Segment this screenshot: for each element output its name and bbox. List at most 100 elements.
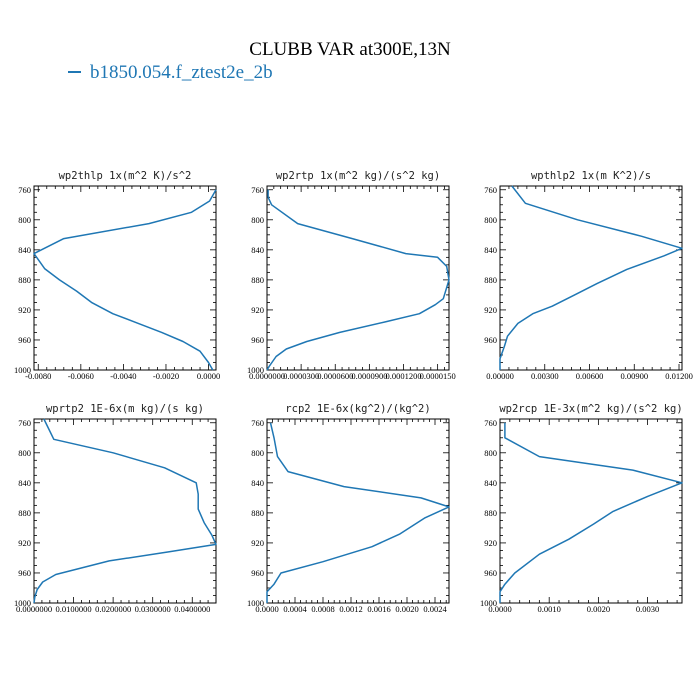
plot-frame <box>266 185 450 371</box>
y-tick-label: 960 <box>18 335 31 345</box>
y-tick-label: 800 <box>484 448 497 458</box>
y-tick-label: 920 <box>251 538 264 548</box>
series-line <box>266 189 450 371</box>
x-tick-label: 0.0024 <box>423 604 447 614</box>
y-tick-label: 1000 <box>247 365 264 375</box>
y-tick-label: 920 <box>18 305 31 315</box>
y-tick-label: 840 <box>484 478 497 488</box>
plot-frame <box>33 185 217 371</box>
y-tick-label: 1000 <box>247 598 264 608</box>
x-tick-label: 0.0000 <box>488 604 511 614</box>
y-tick-label: 760 <box>484 185 497 195</box>
panel-title: wprtp2 1E-6x(m kg)/(s kg) <box>46 403 204 415</box>
legend: b1850.054.f_ztest2e_2b <box>68 62 273 83</box>
panel-title: wpthlp2 1x(m K^2)/s <box>531 170 651 182</box>
y-tick-label: 880 <box>484 508 497 518</box>
plot-frame <box>499 185 683 371</box>
x-tick-label: 0.00300 <box>531 371 559 381</box>
y-tick-label: 800 <box>18 215 31 225</box>
y-tick-label: 1000 <box>14 598 31 608</box>
x-tick-label: 0.0000300 <box>283 371 319 381</box>
x-tick-label: 0.0300000 <box>135 604 171 614</box>
x-tick-label: 0.0200000 <box>95 604 131 614</box>
y-tick-label: 840 <box>251 245 264 255</box>
x-tick-label: 0.0010 <box>538 604 561 614</box>
chart-panel: wpthlp2 1x(m K^2)/s 760 800 840 880 920 960 0.0… <box>484 170 693 381</box>
x-tick-label: 0.0020 <box>587 604 610 614</box>
x-tick-label: 0.0000600 <box>317 371 353 381</box>
y-tick-label: 840 <box>484 245 497 255</box>
y-tick-label: 760 <box>251 185 264 195</box>
chart-panel: wp2thlp 1x(m^2 K)/s^2 760 800 840 880 920 960 1… <box>14 170 220 381</box>
x-tick-label: -0.0060 <box>68 371 94 381</box>
series-line <box>499 422 683 603</box>
x-tick-label: 0.0008 <box>311 604 334 614</box>
panel-title: wp2thlp 1x(m^2 K)/s^2 <box>59 170 192 182</box>
y-tick-label: 800 <box>18 448 31 458</box>
x-tick-label: 0.0012 <box>339 604 362 614</box>
y-tick-label: 960 <box>251 335 264 345</box>
chart-panel: wp2rcp 1E-3x(m^2 kg)/(s^2 kg)760 800 840 88… <box>480 403 683 614</box>
x-tick-label: 0.00000 <box>486 371 514 381</box>
y-tick-label: 960 <box>484 568 497 578</box>
x-tick-label: 0.0000 <box>197 371 220 381</box>
y-tick-label: 760 <box>18 418 31 428</box>
y-tick-label: 880 <box>251 508 264 518</box>
y-tick-label: 880 <box>18 275 31 285</box>
y-tick-label: 840 <box>251 478 264 488</box>
x-tick-label: 0.0400000 <box>174 604 210 614</box>
series-line <box>33 418 217 604</box>
y-tick-label: 840 <box>18 478 31 488</box>
y-tick-label: 760 <box>251 418 264 428</box>
y-tick-label: 840 <box>18 245 31 255</box>
chart-panel: wp2rtp 1x(m^2 kg)/(s^2 kg) 760 800 840 880 92… <box>247 170 456 381</box>
figure-title: CLUBB VAR at300E,13N <box>249 39 451 60</box>
chart-panel: wprtp2 1E-6x(m kg)/(s kg) 760 800 840 880 920… <box>14 403 217 614</box>
x-tick-label: 0.01200 <box>665 371 693 381</box>
x-tick-label: 0.00900 <box>620 371 648 381</box>
y-tick-label: 920 <box>484 305 497 315</box>
x-tick-label: 0.0000150 <box>420 371 456 381</box>
panels: wp2thlp 1x(m^2 K)/s^2 760 800 840 880 920 960 1… <box>14 170 693 614</box>
series-line <box>33 189 217 371</box>
x-tick-label: -0.0080 <box>25 371 51 381</box>
y-tick-label: 920 <box>18 538 31 548</box>
panel-title: rcp2 1E-6x(kg^2)/(kg^2) <box>285 403 430 415</box>
y-tick-label: 960 <box>18 568 31 578</box>
x-tick-label: 0.0100000 <box>56 604 92 614</box>
x-tick-label: 0.00600 <box>576 371 604 381</box>
x-tick-label: 0.0000900 <box>351 371 387 381</box>
panel-title: wp2rtp 1x(m^2 kg)/(s^2 kg) <box>276 170 440 182</box>
y-tick-label: 880 <box>251 275 264 285</box>
x-tick-label: 0.0016 <box>367 604 390 614</box>
x-tick-label: 0.0001200 <box>385 371 421 381</box>
plot-frame <box>33 418 217 604</box>
y-tick-label: 760 <box>484 418 497 428</box>
y-tick-label: 800 <box>251 448 264 458</box>
plot-frame <box>499 418 683 604</box>
plot-frame <box>266 418 450 604</box>
y-tick-label: 880 <box>18 508 31 518</box>
x-tick-label: 0.0000000 <box>16 604 52 614</box>
series-line <box>266 422 450 603</box>
x-tick-label: 0.0000000 <box>249 371 285 381</box>
y-tick-label: 1000 <box>480 598 497 608</box>
x-tick-label: 0.0030 <box>636 604 659 614</box>
series-line <box>499 185 683 370</box>
legend-label: b1850.054.f_ztest2e_2b <box>90 62 273 83</box>
y-tick-label: 800 <box>484 215 497 225</box>
chart-panel: rcp2 1E-6x(kg^2)/(kg^2) 760 800 840 880 920 96… <box>247 403 450 614</box>
y-tick-label: 920 <box>251 305 264 315</box>
x-tick-label: -0.0040 <box>110 371 136 381</box>
x-tick-label: 0.0020 <box>395 604 418 614</box>
y-tick-label: 960 <box>484 335 497 345</box>
y-tick-label: 760 <box>18 185 31 195</box>
panel-title: wp2rcp 1E-3x(m^2 kg)/(s^2 kg) <box>499 403 682 415</box>
x-tick-label: 0.0004 <box>283 604 307 614</box>
y-tick-label: 920 <box>484 538 497 548</box>
y-tick-label: 960 <box>251 568 264 578</box>
y-tick-label: 1000 <box>14 365 31 375</box>
x-tick-label: -0.0020 <box>153 371 179 381</box>
y-tick-label: 880 <box>484 275 497 285</box>
